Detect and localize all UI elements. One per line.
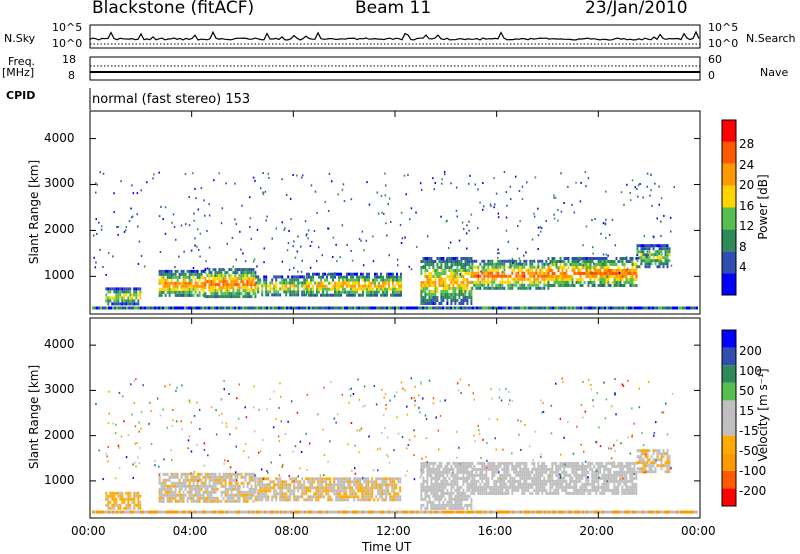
power-echo-band (306, 272, 402, 297)
velocity-colorbar-swatch (722, 453, 736, 471)
velocity-echo-band (158, 472, 257, 503)
power-y-tick-label: 1000 (44, 268, 75, 283)
nsky-tick-bottom: 10^0 (52, 37, 83, 50)
velocity-sparse-echoes (95, 377, 674, 483)
cpid-label: CPID (6, 89, 36, 102)
x-tick-label: 20:00 (579, 524, 614, 538)
x-tick-label: 00:00 (681, 524, 716, 538)
power-echo-band (158, 269, 205, 297)
freq-unit: [MHz] (2, 66, 35, 79)
velocity-echo-band (471, 461, 638, 495)
power-ylabel: Slant Range [km] (27, 159, 41, 265)
power-colorbar-tick: 24 (739, 157, 755, 172)
power-colorbar-swatch (722, 163, 736, 186)
power-y-tick-label: 3000 (44, 176, 75, 191)
nave-tick-top: 60 (708, 53, 722, 66)
velocity-echo-band (636, 449, 671, 474)
velocity-colorbar-tick: 100 (739, 364, 762, 378)
velocity-colorbar-tick: 15 (739, 404, 755, 418)
nsearch-tick-top: 10^5 (708, 21, 739, 34)
date-title: 23/Jan/2010 (585, 0, 688, 18)
velocity-y-tick-label: 2000 (44, 427, 75, 442)
nave-label: Nave (760, 66, 789, 79)
velocity-y-tick-label: 1000 (44, 472, 75, 487)
power-colorbar-label: Power [dB] (756, 174, 770, 240)
power-echo-band (105, 287, 142, 306)
power-colorbar-swatch (722, 207, 736, 230)
velocity-y-tick-label: 4000 (44, 337, 75, 352)
cpid-value: normal (fast stereo) 153 (92, 92, 251, 107)
power-colorbar-swatch (722, 120, 736, 142)
velocity-echo-band (105, 491, 142, 510)
power-colorbar-tick: 8 (739, 239, 747, 254)
x-tick-label: 12:00 (376, 524, 411, 538)
freq-tick-bottom: 8 (68, 69, 75, 82)
velocity-colorbar-swatch (722, 365, 736, 383)
velocity-colorbar-swatch (722, 330, 736, 348)
power-colorbar-tick: 12 (739, 219, 755, 233)
velocity-colorbar-swatch (722, 418, 736, 436)
xaxis-label: Time UT (362, 540, 412, 554)
freq-strip-frame (89, 56, 701, 81)
power-colorbar-swatch (722, 273, 736, 295)
velocity-colorbar-swatch (722, 435, 736, 454)
velocity-colorbar-tick: -200 (739, 484, 767, 498)
velocity-y-tick-label: 3000 (44, 382, 75, 397)
power-echo-band (204, 268, 257, 299)
nave-tick-bottom: 0 (708, 69, 715, 82)
power-colorbar-swatch (722, 141, 736, 164)
velocity-echo-band (255, 477, 402, 502)
nsearch-tick-bottom: 10^0 (708, 37, 739, 50)
freq-tick-top: 18 (62, 53, 76, 66)
nsky-tick-top: 10^5 (52, 21, 83, 34)
velocity-colorbar-swatch (722, 400, 736, 418)
velocity-colorbar-swatch (722, 488, 736, 506)
x-tick-label: 00:00 (71, 524, 106, 538)
velocity-colorbar-tick: 200 (739, 344, 762, 358)
station-title: Blackstone (fitACF) (92, 0, 255, 18)
velocity-colorbar-tick: -15 (739, 424, 759, 438)
velocity-near-range-echoes (92, 510, 698, 514)
power-colorbar-frame (721, 119, 737, 296)
power-colorbar-swatch (722, 185, 736, 208)
velocity-colorbar-tick: -50 (739, 444, 759, 458)
power-echo-band (471, 259, 550, 290)
velocity-colorbar-swatch (722, 382, 736, 401)
beam-title: Beam 11 (355, 0, 432, 18)
power-sparse-echoes (93, 170, 675, 278)
velocity-colorbar-tick: 50 (739, 384, 755, 398)
power-echo-band (255, 275, 308, 297)
nsky-label: N.Sky (4, 32, 36, 45)
x-tick-label: 16:00 (477, 524, 513, 538)
x-tick-label: 08:00 (274, 524, 309, 538)
nsky-strip-frame (89, 24, 701, 49)
velocity-colorbar-swatch (722, 470, 736, 489)
power-colorbar-tick: 4 (739, 260, 747, 274)
velocity-colorbar-tick: -100 (739, 464, 767, 478)
power-colorbar-swatch (722, 229, 736, 252)
velocity-echo-band (420, 461, 473, 510)
power-colorbar-swatch (722, 251, 736, 274)
velocity-ylabel: Slant Range [km] (27, 364, 41, 470)
power-colorbar-tick: 28 (739, 137, 755, 151)
velocity-colorbar-frame (721, 329, 737, 507)
velocity-colorbar-swatch (722, 347, 736, 366)
power-colorbar-tick: 16 (739, 198, 755, 213)
nsearch-label: N.Search (746, 32, 796, 45)
power-echo-band (547, 257, 638, 287)
freq-label: Freq. (8, 55, 36, 68)
power-echo-band (420, 257, 473, 305)
power-y-tick-label: 2000 (44, 222, 75, 237)
power-near-range-echoes (92, 306, 698, 310)
nsky-trace (89, 30, 700, 41)
power-y-tick-label: 4000 (44, 130, 75, 145)
x-tick-label: 04:00 (172, 524, 208, 538)
power-colorbar-tick: 20 (739, 178, 755, 192)
